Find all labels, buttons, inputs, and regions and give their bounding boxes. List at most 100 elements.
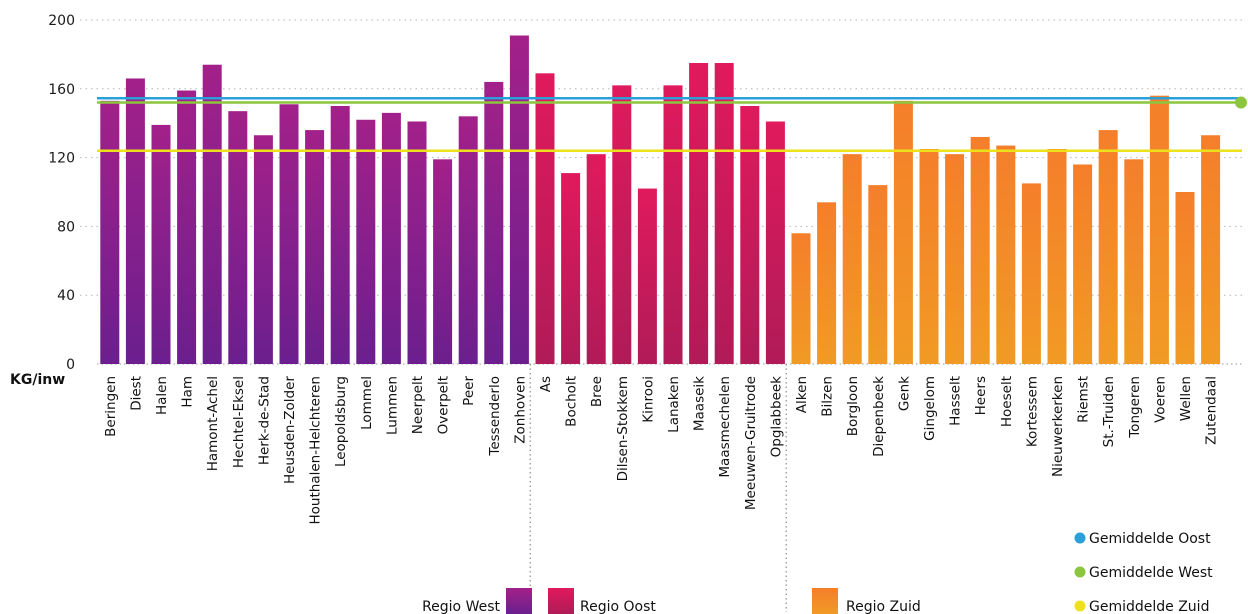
- bar: [100, 100, 120, 364]
- category-label: Wellen: [1178, 376, 1194, 421]
- region-legend-label: Regio Zuid: [846, 599, 921, 614]
- category-label: Leopoldsburg: [333, 376, 349, 467]
- category-label: Kortessem: [1024, 376, 1040, 447]
- bar: [1175, 192, 1195, 364]
- category-label: Heusden-Zolder: [282, 376, 298, 484]
- category-label: Nieuwerkerken: [1050, 376, 1066, 477]
- bar: [1047, 149, 1067, 364]
- category-label: Overpelt: [436, 376, 452, 434]
- y-tick-label: 80: [57, 219, 75, 235]
- category-label: Heers: [973, 376, 989, 415]
- x-axis: Beringen Diest Halen Ham Hamont-Achel Hechtel…: [103, 376, 1220, 525]
- bar: [868, 185, 888, 364]
- bar: [996, 145, 1016, 364]
- bar: [433, 159, 453, 364]
- category-label: Dilsen-Stokkem: [615, 376, 631, 481]
- average-legend-label: Gemiddelde West: [1089, 565, 1213, 581]
- region-swatch: [548, 588, 574, 614]
- bar: [228, 111, 248, 364]
- bar: [586, 154, 606, 364]
- category-label: Hasselt: [948, 376, 964, 426]
- category-label: Maaseik: [692, 376, 708, 431]
- category-label: Hamont-Achel: [205, 376, 221, 471]
- category-label: Ham: [180, 376, 196, 408]
- bar: [177, 90, 197, 365]
- y-axis: 0 40 80 120 160 200: [48, 13, 75, 373]
- y-tick-label: 40: [57, 288, 75, 304]
- category-label: Neerpelt: [410, 376, 426, 434]
- category-label: Halen: [154, 376, 170, 415]
- bar: [1098, 130, 1118, 364]
- region-legend-label: Regio Oost: [580, 599, 656, 614]
- bar: [535, 73, 555, 364]
- y-axis-unit-label: KG/inw: [10, 372, 65, 388]
- bar: [765, 121, 785, 364]
- average-legend-dot: [1074, 532, 1086, 544]
- bar: [125, 78, 145, 364]
- category-label: Tongeren: [1127, 376, 1143, 439]
- category-label: Maasmechelen: [717, 376, 733, 478]
- category-label: Zonhoven: [512, 376, 528, 444]
- average-legend-dot: [1074, 566, 1086, 578]
- category-label: Diepenbeek: [871, 376, 887, 457]
- category-label: Tessenderlo: [487, 376, 503, 457]
- bar: [356, 119, 376, 364]
- region-swatch: [812, 588, 838, 614]
- y-tick-label: 0: [66, 357, 75, 373]
- bar: [791, 233, 811, 364]
- y-tick-label: 120: [48, 151, 75, 167]
- average-legend-dot: [1074, 600, 1086, 612]
- bar: [1149, 95, 1169, 365]
- category-label: Lanaken: [666, 376, 682, 433]
- average-line-marker: [1235, 96, 1247, 109]
- bar: [919, 149, 939, 364]
- category-label: Borgloon: [845, 376, 861, 436]
- bar: [151, 124, 171, 364]
- category-label: Bocholt: [564, 376, 580, 427]
- category-label: Voeren: [1152, 376, 1168, 423]
- average-lines: [97, 96, 1247, 152]
- category-label: Herk-de-Stad: [256, 376, 272, 465]
- category-label: St.-Truiden: [1101, 376, 1117, 447]
- bar: [330, 106, 350, 364]
- bar: [612, 85, 632, 365]
- category-label: Opglabbeek: [768, 376, 784, 458]
- category-label: Houthalen-Helchteren: [308, 376, 324, 524]
- category-label: Bilzen: [820, 376, 836, 417]
- bar: [740, 106, 760, 364]
- category-label: Hechtel-Eksel: [231, 376, 247, 468]
- bar: [1073, 164, 1093, 364]
- category-label: Bree: [589, 376, 605, 407]
- bar: [893, 100, 913, 364]
- bar: [407, 121, 427, 364]
- bar: [279, 104, 299, 364]
- category-label: Meeuwen-Gruitrode: [743, 376, 759, 510]
- gridlines: [80, 19, 1244, 612]
- category-label: Beringen: [103, 376, 119, 437]
- average-legend: Gemiddelde Oost Gemiddelde West Gemiddelde…: [1074, 531, 1213, 614]
- bar: [817, 202, 837, 364]
- category-label: Hoeselt: [999, 376, 1015, 427]
- y-tick-label: 160: [48, 82, 75, 98]
- region-swatch: [506, 588, 532, 614]
- y-tick-label: 200: [48, 13, 75, 29]
- bar: [663, 85, 683, 365]
- bar: [842, 154, 862, 364]
- bar: [458, 116, 478, 364]
- bar: [381, 112, 401, 364]
- bar: [1201, 135, 1221, 364]
- bar: [970, 136, 990, 364]
- bar: [509, 35, 529, 364]
- average-legend-label: Gemiddelde Oost: [1089, 531, 1211, 547]
- category-label: Alken: [794, 376, 810, 413]
- bars: [100, 35, 1221, 365]
- region-legend-label: Regio West: [422, 599, 500, 614]
- average-legend-label: Gemiddelde Zuid: [1089, 599, 1209, 614]
- category-label: Zutendaal: [1204, 376, 1220, 445]
- bar: [1124, 159, 1144, 364]
- category-label: Lummen: [384, 376, 400, 435]
- bar: [484, 81, 504, 365]
- category-label: Riemst: [1076, 376, 1092, 423]
- bar: [945, 154, 965, 364]
